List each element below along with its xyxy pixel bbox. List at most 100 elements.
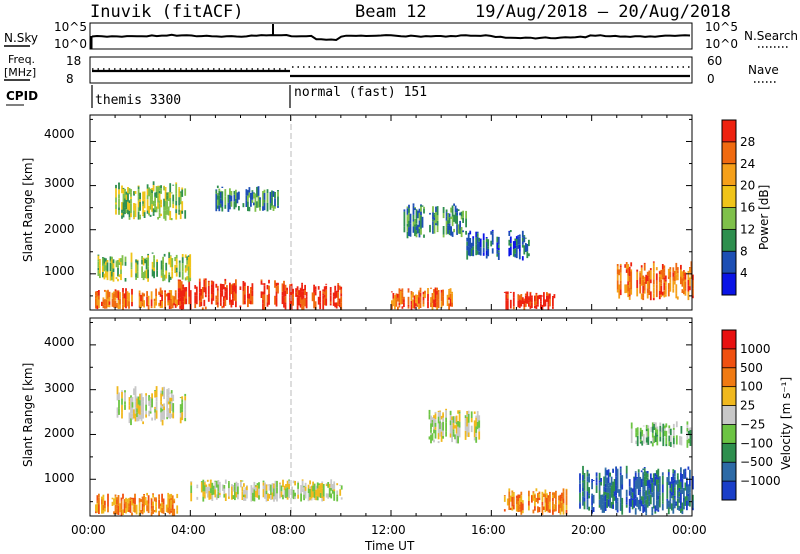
heatmap-cell [646, 477, 649, 481]
heatmap-cell [514, 245, 517, 249]
heatmap-cell [619, 272, 622, 281]
heatmap-cell [232, 285, 234, 291]
heatmap-cell [139, 214, 141, 217]
heatmap-cell [487, 239, 490, 247]
heatmap-cell [455, 422, 458, 425]
heatmap-cell [216, 290, 219, 298]
heatmap-cell [163, 406, 165, 411]
heatmap-cell [565, 495, 568, 505]
heatmap-cell [219, 203, 222, 208]
heatmap-cell [175, 264, 178, 268]
heatmap-cell [631, 500, 634, 506]
heatmap-cell [651, 422, 654, 427]
heatmap-cell [229, 282, 231, 291]
heatmap-cell [615, 466, 617, 468]
heatmap-cell [98, 497, 100, 505]
heatmap-cell [645, 471, 648, 473]
heatmap-cell [146, 199, 149, 207]
heatmap-cell [244, 286, 246, 295]
heatmap-cell [184, 277, 187, 281]
heatmap-cell [600, 478, 602, 482]
heatmap-cell [651, 426, 654, 433]
heatmap-cell [172, 204, 175, 209]
heatmap-cell [274, 192, 276, 193]
heatmap-cell [130, 189, 132, 193]
heatmap-cell [449, 293, 452, 299]
heatmap-cell [394, 300, 396, 310]
heatmap-cell [491, 242, 494, 245]
heatmap-cell [124, 392, 126, 402]
heatmap-cell [552, 306, 554, 309]
heatmap-cell [230, 284, 233, 286]
heatmap-cell [511, 492, 514, 497]
heatmap-cell [506, 300, 509, 310]
heatmap-cell [112, 259, 115, 264]
heatmap-cell [140, 412, 143, 422]
heatmap-cell [661, 277, 664, 280]
heatmap-cell [450, 216, 452, 219]
heatmap-cell [146, 500, 148, 506]
heatmap-cell [652, 491, 655, 498]
heatmap-cell [639, 439, 642, 442]
heatmap-cell [111, 292, 114, 299]
heatmap-cell [253, 194, 255, 199]
colorbar-swatch [722, 141, 736, 165]
heatmap-cell [175, 182, 178, 184]
heatmap-cell [302, 298, 305, 306]
heatmap-cell [633, 476, 636, 478]
heatmap-cell [173, 508, 176, 512]
heatmap-cell [262, 294, 264, 300]
heatmap-cell [177, 279, 180, 288]
heatmap-cell [552, 297, 554, 307]
heatmap-cell [549, 509, 551, 513]
heatmap-cell [188, 296, 191, 305]
heatmap-cell [136, 260, 139, 265]
heatmap-cell [174, 290, 177, 293]
heatmap-cell [434, 426, 437, 430]
heatmap-cell [194, 285, 197, 289]
heatmap-cell [616, 280, 619, 286]
heatmap-cell [262, 482, 265, 486]
heatmap-cell [118, 258, 121, 263]
heatmap-cell [303, 494, 305, 501]
heatmap-cell [160, 199, 162, 205]
heatmap-cell [672, 276, 675, 281]
heatmap-cell [131, 497, 133, 500]
heatmap-cell [120, 500, 123, 510]
heatmap-cell [217, 491, 220, 499]
heatmap-cell [543, 506, 545, 510]
heatmap-cell [157, 185, 159, 196]
heatmap-cell [670, 492, 673, 496]
heatmap-cell [230, 191, 233, 196]
heatmap-cell [472, 250, 475, 257]
heatmap-cell [211, 482, 214, 490]
heatmap-cell [628, 490, 631, 496]
heatmap-cell [262, 300, 264, 304]
heatmap-cell [207, 285, 210, 295]
heatmap-cell [125, 508, 127, 514]
heatmap-cell [148, 187, 150, 189]
heatmap-cell [178, 187, 181, 189]
heatmap-cell [440, 434, 443, 442]
heatmap-cell [236, 192, 239, 196]
heatmap-cell [277, 282, 279, 285]
heatmap-cell [652, 261, 655, 263]
heatmap-cell [185, 287, 188, 292]
heatmap-cell [142, 411, 144, 419]
heatmap-cell [616, 469, 619, 473]
heatmap-cell [137, 404, 140, 414]
heatmap-cell [256, 201, 258, 208]
heatmap-cell [523, 235, 526, 237]
heatmap-cell [148, 213, 150, 216]
heatmap-cell [661, 503, 664, 511]
heatmap-cell [688, 438, 690, 444]
heatmap-cell [639, 284, 642, 294]
heatmap-cell [401, 298, 404, 305]
heatmap-cell [167, 292, 170, 301]
heatmap-cell [143, 506, 145, 513]
heatmap-cell [209, 479, 212, 481]
heatmap-cell [565, 488, 568, 490]
heatmap-cell [672, 444, 675, 448]
heatmap-cell [113, 498, 115, 503]
heatmap-cell [561, 498, 563, 501]
